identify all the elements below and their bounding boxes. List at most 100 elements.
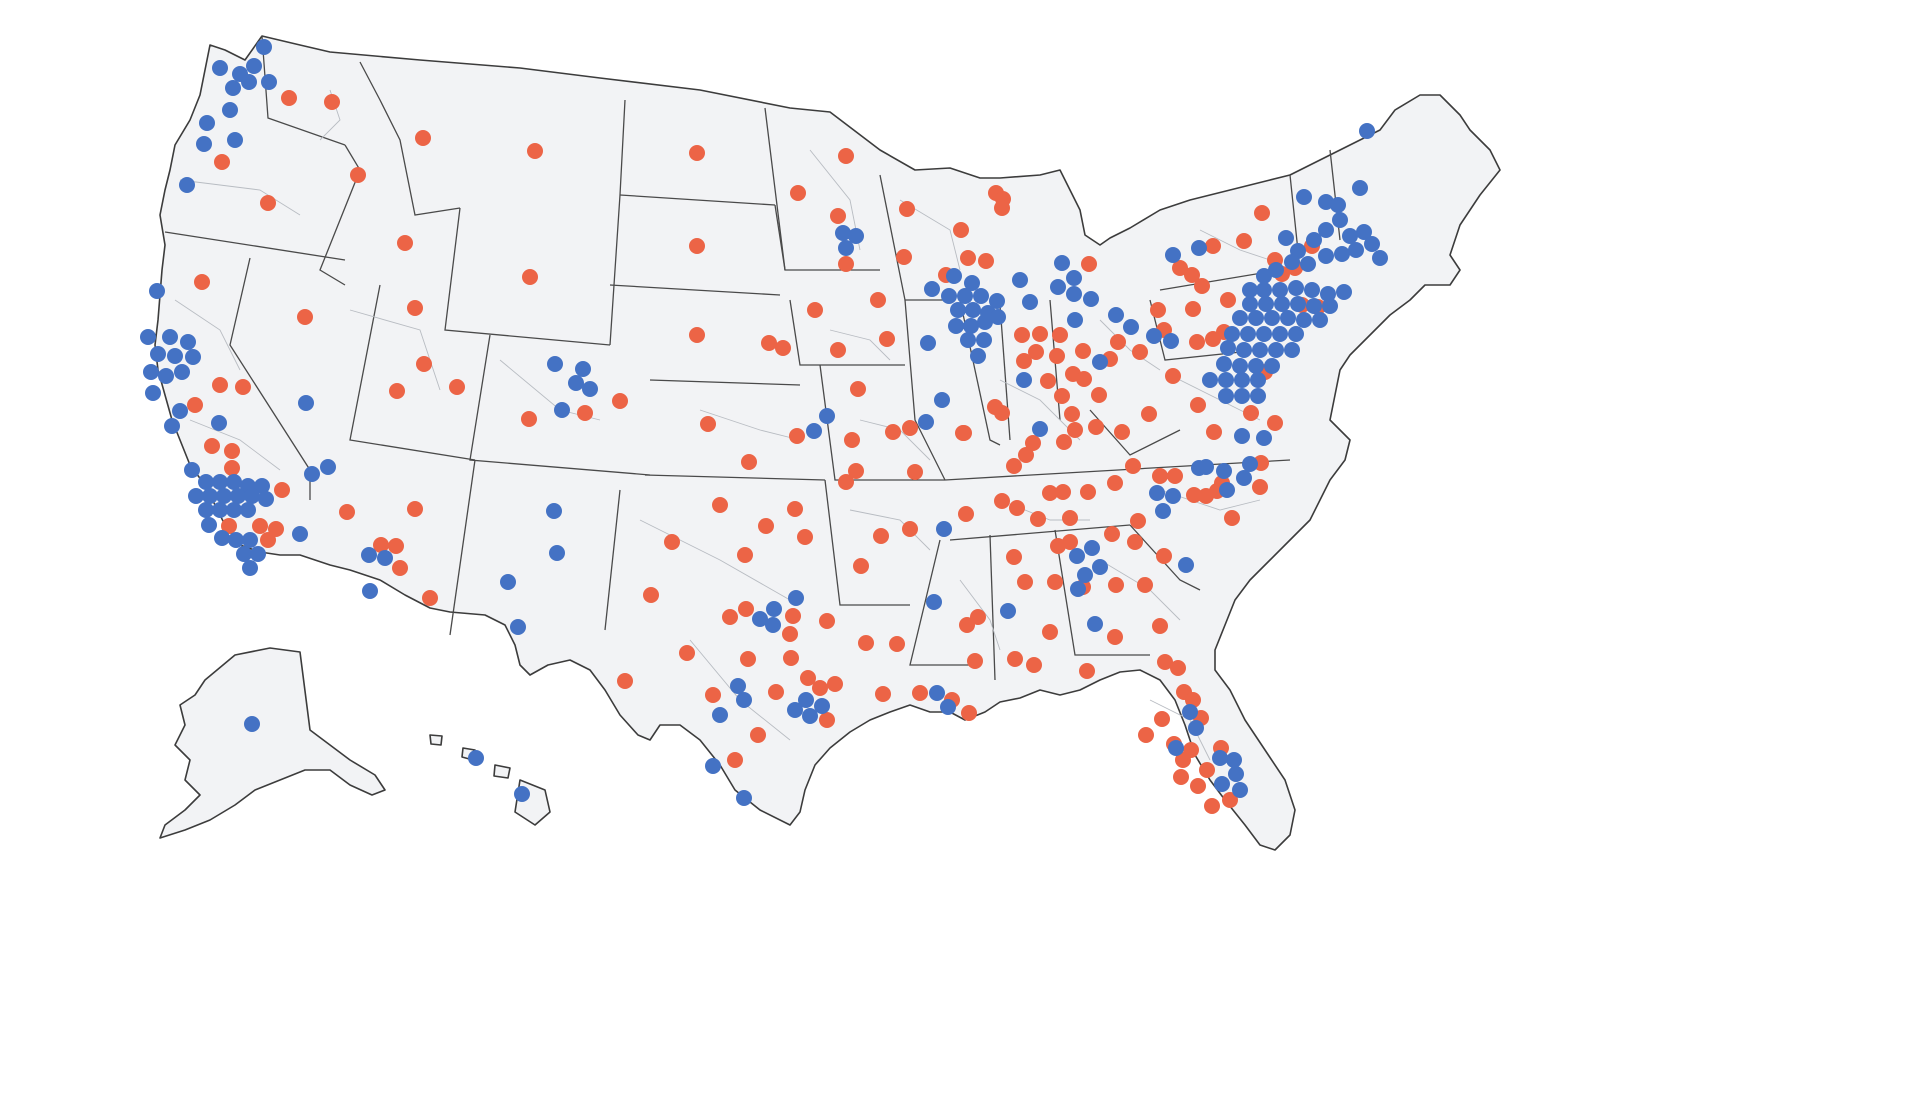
district-dot-dem: [1332, 212, 1348, 228]
district-dot-rep: [741, 454, 757, 470]
district-dot-dem: [1149, 485, 1165, 501]
district-dot-dem: [1012, 272, 1028, 288]
district-dot-rep: [1017, 574, 1033, 590]
district-dot-rep: [1052, 327, 1068, 343]
district-dot-rep: [722, 609, 738, 625]
district-dot-dem: [225, 80, 241, 96]
district-dot-dem: [554, 402, 570, 418]
district-dot-rep: [1007, 651, 1023, 667]
district-dot-dem: [920, 335, 936, 351]
district-dot-rep: [214, 154, 230, 170]
district-dot-rep: [1220, 292, 1236, 308]
district-dot-dem: [848, 228, 864, 244]
district-dot-dem: [158, 368, 174, 384]
district-dot-rep: [1056, 434, 1072, 450]
district-dot-rep: [875, 686, 891, 702]
district-dot-rep: [1054, 388, 1070, 404]
district-dot-dem: [549, 545, 565, 561]
district-dot-dem: [1304, 282, 1320, 298]
district-dot-dem: [202, 488, 218, 504]
district-dot-dem: [926, 594, 942, 610]
district-dot-rep: [879, 331, 895, 347]
district-dot-dem: [184, 462, 200, 478]
district-dot-dem: [1272, 326, 1288, 342]
district-dot-dem: [292, 526, 308, 542]
district-dot-rep: [235, 379, 251, 395]
district-dot-dem: [1155, 503, 1171, 519]
district-dot-dem: [1054, 255, 1070, 271]
district-dot-dem: [1356, 224, 1372, 240]
district-dot-dem: [216, 488, 232, 504]
district-dot-rep: [1156, 548, 1172, 564]
district-dot-dem: [1224, 326, 1240, 342]
district-dot-rep: [768, 684, 784, 700]
district-dot-rep: [1167, 468, 1183, 484]
district-dot-rep: [1075, 343, 1091, 359]
district-dot-dem: [1312, 312, 1328, 328]
district-dot-dem: [298, 395, 314, 411]
district-dot-rep: [224, 443, 240, 459]
district-dot-rep: [415, 130, 431, 146]
district-dot-dem: [201, 517, 217, 533]
district-dot-rep: [958, 506, 974, 522]
district-dot-dem: [227, 132, 243, 148]
district-dot-rep: [1067, 422, 1083, 438]
district-dot-dem: [140, 329, 156, 345]
district-dot-dem: [568, 375, 584, 391]
district-dot-rep: [1206, 424, 1222, 440]
district-dot-dem: [1087, 616, 1103, 632]
district-dot-dem: [1372, 250, 1388, 266]
district-dot-dem: [989, 293, 1005, 309]
district-dot-dem: [1070, 581, 1086, 597]
district-dot-dem: [149, 283, 165, 299]
district-dot-rep: [961, 705, 977, 721]
district-dot-rep: [783, 650, 799, 666]
district-dot-dem: [1322, 298, 1338, 314]
district-dot-dem: [179, 177, 195, 193]
district-dot-dem: [226, 474, 242, 490]
district-dot-rep: [797, 529, 813, 545]
district-dot-rep: [870, 292, 886, 308]
district-dot-rep: [194, 274, 210, 290]
district-dot-rep: [740, 651, 756, 667]
district-dot-rep: [1030, 511, 1046, 527]
district-dot-dem: [1242, 456, 1258, 472]
district-dot-dem: [705, 758, 721, 774]
district-dot-dem: [1226, 752, 1242, 768]
district-dot-rep: [1088, 419, 1104, 435]
district-dot-rep: [416, 356, 432, 372]
district-dot-rep: [1199, 762, 1215, 778]
district-dot-dem: [1232, 782, 1248, 798]
district-dot-rep: [1064, 406, 1080, 422]
district-dot-rep: [522, 269, 538, 285]
district-dot-rep: [1062, 510, 1078, 526]
district-dot-dem: [963, 318, 979, 334]
district-dot-dem: [802, 708, 818, 724]
district-dot-dem: [1218, 372, 1234, 388]
district-dot-dem: [1234, 372, 1250, 388]
district-dot-rep: [1243, 405, 1259, 421]
district-dot-rep: [819, 712, 835, 728]
district-dot-rep: [848, 463, 864, 479]
district-dot-dem: [1264, 310, 1280, 326]
district-dot-dem: [1318, 194, 1334, 210]
district-dot-rep: [1080, 484, 1096, 500]
district-dot-rep: [1107, 475, 1123, 491]
district-dot-dem: [1264, 358, 1280, 374]
district-dot-dem: [1232, 310, 1248, 326]
district-dot-rep: [1006, 549, 1022, 565]
district-dot-dem: [736, 790, 752, 806]
district-dot-rep: [1110, 334, 1126, 350]
district-dot-rep: [970, 609, 986, 625]
district-dot-rep: [297, 309, 313, 325]
district-dot-rep: [252, 518, 268, 534]
district-dot-rep: [858, 635, 874, 651]
district-dot-dem: [973, 288, 989, 304]
district-dot-rep: [844, 432, 860, 448]
district-dot-dem: [174, 364, 190, 380]
district-dot-dem: [806, 423, 822, 439]
district-dot-dem: [500, 574, 516, 590]
district-dot-dem: [1108, 307, 1124, 323]
district-dot-dem: [1272, 282, 1288, 298]
district-dot-dem: [167, 348, 183, 364]
